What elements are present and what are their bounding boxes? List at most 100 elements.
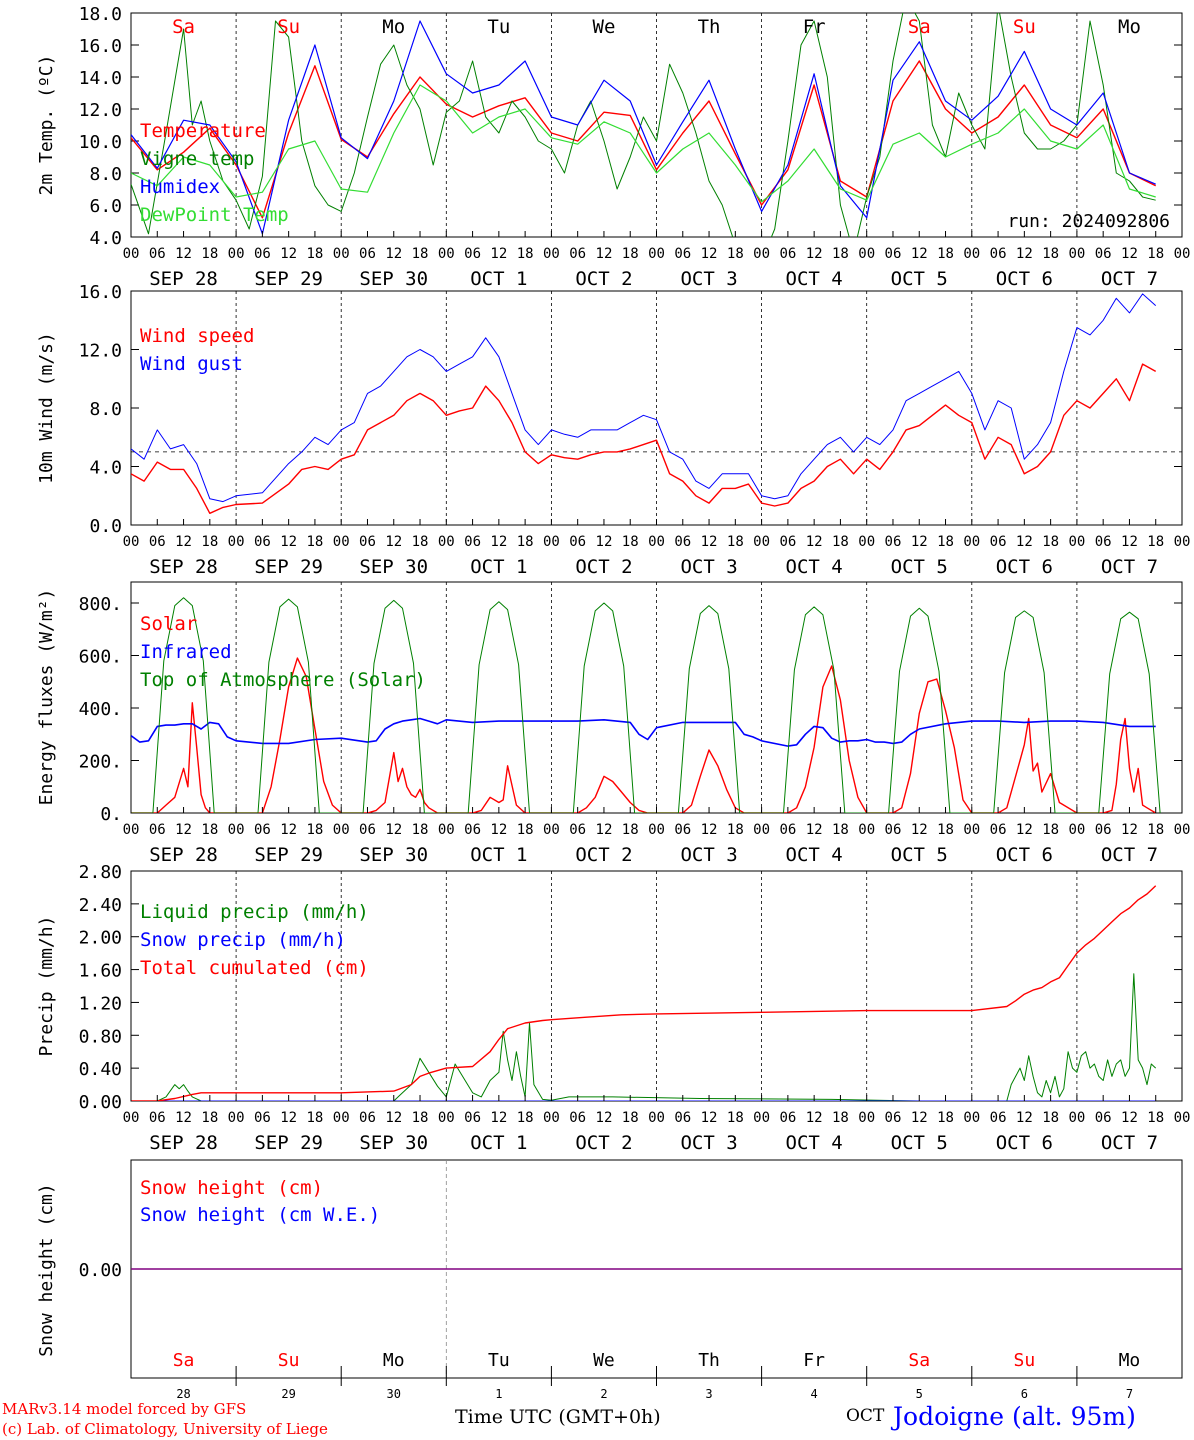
- x-hour-label: 12: [1121, 822, 1138, 838]
- x-hour-label: 06: [1095, 1110, 1112, 1126]
- day-abbr-label: Mo: [382, 16, 405, 38]
- y-tick-label: 600.: [79, 647, 122, 668]
- day-abbr-label: Tu: [487, 16, 510, 38]
- x-hour-label: 12: [806, 534, 823, 550]
- x-hour-label: 12: [1016, 822, 1033, 838]
- x-hour-label: 06: [885, 822, 902, 838]
- series-line-solar: [131, 657, 1157, 813]
- day-abbr-label: Fr: [803, 1350, 825, 1371]
- day-number-label: 3: [705, 1387, 712, 1401]
- x-date-label: OCT 5: [891, 1132, 948, 1154]
- x-hour-label: 18: [622, 246, 639, 262]
- x-hour-label: 06: [464, 1110, 481, 1126]
- x-hour-label: 12: [490, 1110, 507, 1126]
- day-abbr-label: We: [593, 1350, 615, 1371]
- x-hour-label: 12: [280, 822, 297, 838]
- day-number-label: 28: [176, 1387, 190, 1401]
- x-hour-label: 12: [385, 1110, 402, 1126]
- legend-entry: Wind speed: [140, 325, 254, 347]
- x-hour-label: 12: [1016, 1110, 1033, 1126]
- x-hour-label: 06: [779, 534, 796, 550]
- x-hour-label: 12: [175, 246, 192, 262]
- x-hour-label: 18: [201, 246, 218, 262]
- location-title: Jodoigne (alt. 95m): [893, 1402, 1136, 1431]
- x-hour-label: 18: [306, 1110, 323, 1126]
- day-number-label: 29: [281, 1387, 295, 1401]
- run-annotation: run: 2024092806: [1007, 211, 1170, 232]
- y-tick-label: 0.0: [89, 516, 122, 537]
- x-hour-label: 00: [1068, 822, 1085, 838]
- x-hour-label: 00: [438, 246, 455, 262]
- x-date-label: OCT 6: [996, 844, 1053, 866]
- x-hour-label: 12: [490, 534, 507, 550]
- x-date-label: OCT 1: [470, 268, 527, 290]
- y-axis-label: Precip (mm/h): [36, 916, 57, 1057]
- x-hour-label: 06: [779, 246, 796, 262]
- x-hour-label: 06: [990, 534, 1007, 550]
- legend-entry: Vigne temp: [140, 148, 254, 170]
- day-number-label: 7: [1126, 1387, 1133, 1401]
- x-hour-label: 00: [543, 534, 560, 550]
- y-axis-label: 10m Wind (m/s): [36, 332, 57, 484]
- y-tick-label: 12.0: [79, 100, 122, 121]
- series-line-wind-speed: [131, 363, 1157, 514]
- x-hour-label: 18: [517, 246, 534, 262]
- y-tick-label: 200.: [79, 752, 122, 773]
- panel-3: [130, 581, 1183, 814]
- legend-entry: Temperature: [140, 120, 266, 142]
- x-hour-label: 00: [753, 822, 770, 838]
- x-hour-label: 18: [727, 246, 744, 262]
- x-date-label: OCT 7: [1101, 556, 1158, 578]
- x-hour-label: 06: [359, 822, 376, 838]
- x-date-label: SEP 30: [359, 1132, 428, 1154]
- x-hour-label: 00: [123, 1110, 140, 1126]
- x-date-label: SEP 28: [149, 1132, 218, 1154]
- x-date-label: SEP 29: [254, 556, 323, 578]
- x-hour-label: 00: [1068, 1110, 1085, 1126]
- x-date-label: OCT 2: [575, 556, 632, 578]
- x-hour-label: 18: [832, 822, 849, 838]
- x-date-label: OCT 1: [470, 1132, 527, 1154]
- y-tick-label: 2.40: [79, 895, 122, 916]
- day-abbr-label: Su: [1014, 1350, 1036, 1371]
- x-hour-label: 00: [858, 246, 875, 262]
- y-tick-label: 8.0: [89, 164, 122, 185]
- x-date-label: SEP 28: [149, 268, 218, 290]
- day-abbr-label: Sa: [908, 1350, 930, 1371]
- x-hour-label: 18: [412, 1110, 429, 1126]
- x-hour-label: 18: [1147, 534, 1164, 550]
- x-date-label: OCT 2: [575, 268, 632, 290]
- x-hour-label: 18: [832, 534, 849, 550]
- x-hour-label: 00: [438, 534, 455, 550]
- x-date-label: OCT 2: [575, 844, 632, 866]
- legend-entry: Snow precip (mm/h): [140, 929, 346, 951]
- day-abbr-label: Th: [698, 16, 721, 38]
- x-hour-label: 12: [1121, 246, 1138, 262]
- y-tick-label: 4.0: [89, 228, 122, 249]
- x-hour-label: 00: [963, 246, 980, 262]
- x-hour-label: 12: [385, 246, 402, 262]
- x-hour-label: 18: [517, 822, 534, 838]
- x-hour-label: 12: [806, 1110, 823, 1126]
- day-abbr-label: Fr: [803, 16, 826, 38]
- x-hour-label: 18: [1147, 246, 1164, 262]
- x-hour-label: 12: [911, 822, 928, 838]
- day-abbr-label: Su: [277, 16, 300, 38]
- month-label: OCT: [846, 1406, 885, 1426]
- series-line-total-cumulated-cm-: [131, 885, 1157, 1101]
- day-abbr-label: Su: [278, 1350, 300, 1371]
- day-abbr-label: Sa: [173, 1350, 195, 1371]
- x-hour-label: 00: [438, 822, 455, 838]
- x-date-label: OCT 3: [680, 1132, 737, 1154]
- series-line-liquid-precip-mm-h-: [131, 973, 1157, 1101]
- x-hour-label: 06: [149, 534, 166, 550]
- x-hour-label: 06: [779, 1110, 796, 1126]
- x-hour-label: 18: [1147, 1110, 1164, 1126]
- x-date-label: OCT 2: [575, 1132, 632, 1154]
- x-hour-label: 06: [885, 1110, 902, 1126]
- x-hour-label: 18: [412, 822, 429, 838]
- day-number-label: 6: [1021, 1387, 1028, 1401]
- legend-entry: Wind gust: [140, 353, 243, 375]
- x-hour-label: 18: [727, 534, 744, 550]
- x-hour-label: 12: [490, 246, 507, 262]
